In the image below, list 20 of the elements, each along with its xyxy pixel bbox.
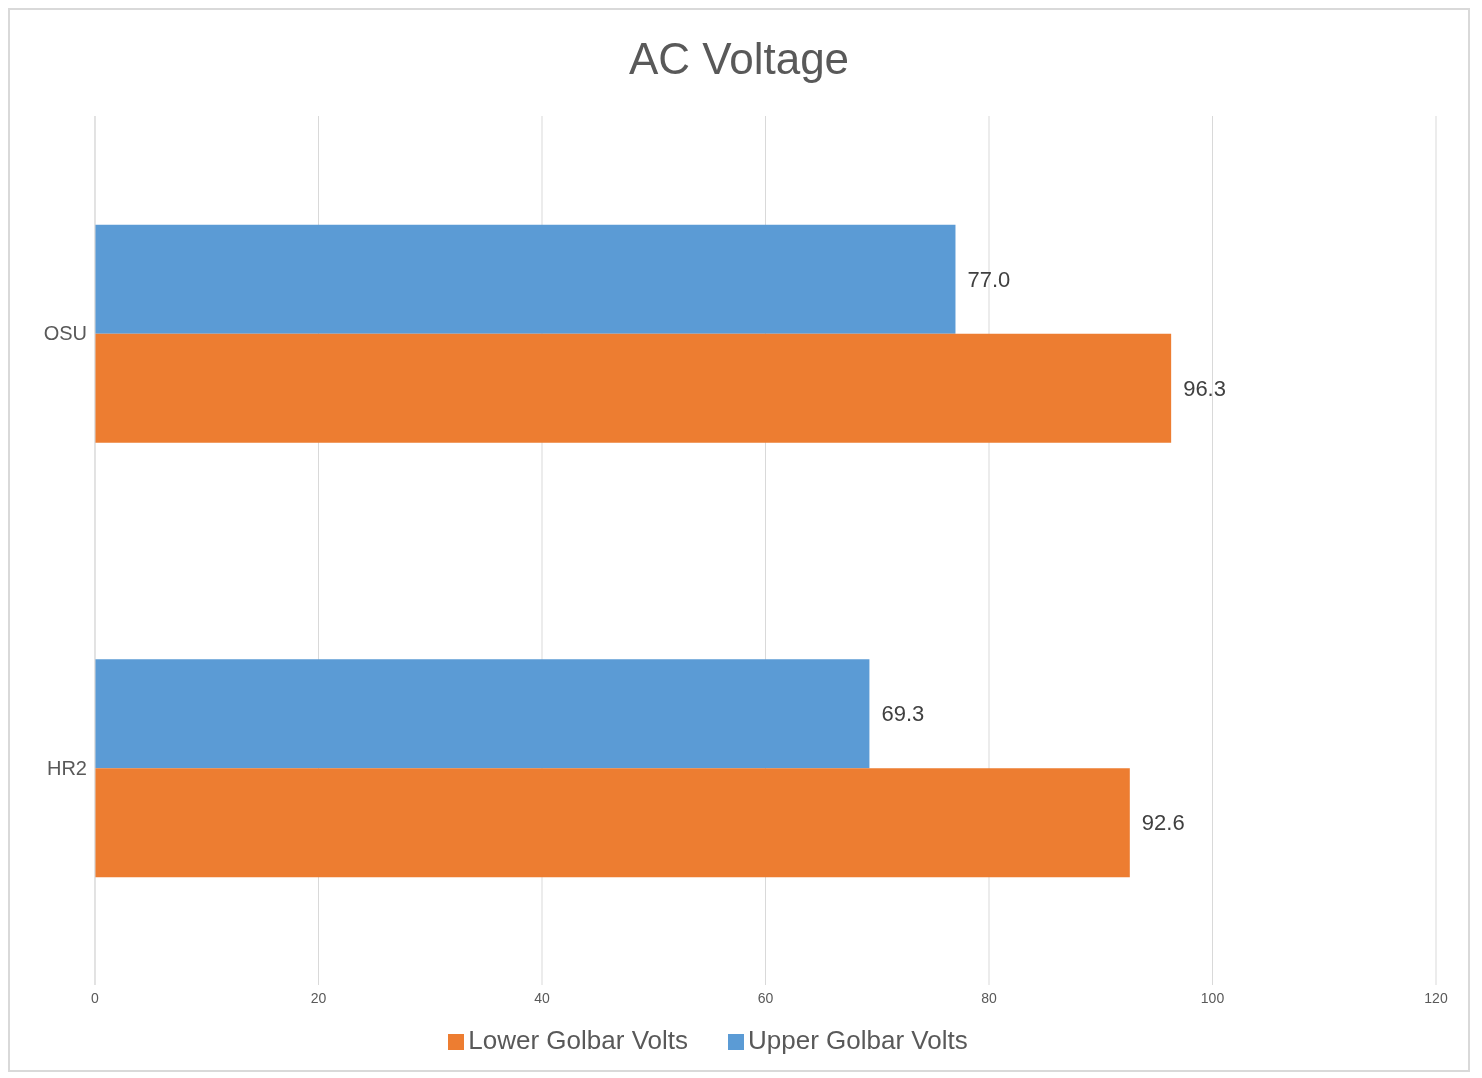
legend-label: Lower Golbar Volts	[468, 1025, 688, 1055]
data-label: 69.3	[881, 701, 925, 727]
bar	[95, 333, 1172, 443]
x-tick-label: 0	[91, 989, 100, 1006]
y-tick-label: OSU	[43, 322, 87, 345]
bar	[95, 659, 870, 769]
data-label: 77.0	[967, 266, 1011, 292]
x-tick-label: 40	[534, 989, 550, 1006]
y-tick-label: HR2	[46, 756, 87, 779]
x-tick-label: 80	[981, 989, 997, 1006]
x-tick-label: 60	[757, 989, 774, 1006]
legend-label: Upper Golbar Volts	[748, 1025, 968, 1055]
data-label: 96.3	[1183, 375, 1226, 401]
chart-title: AC Voltage	[627, 33, 851, 85]
data-label: 92.6	[1141, 810, 1185, 836]
bar	[95, 768, 1130, 878]
x-tick-label: 100	[1200, 989, 1225, 1006]
x-tick-label: 120	[1424, 989, 1448, 1006]
bar	[95, 224, 956, 334]
x-tick-label: 20	[310, 989, 327, 1006]
